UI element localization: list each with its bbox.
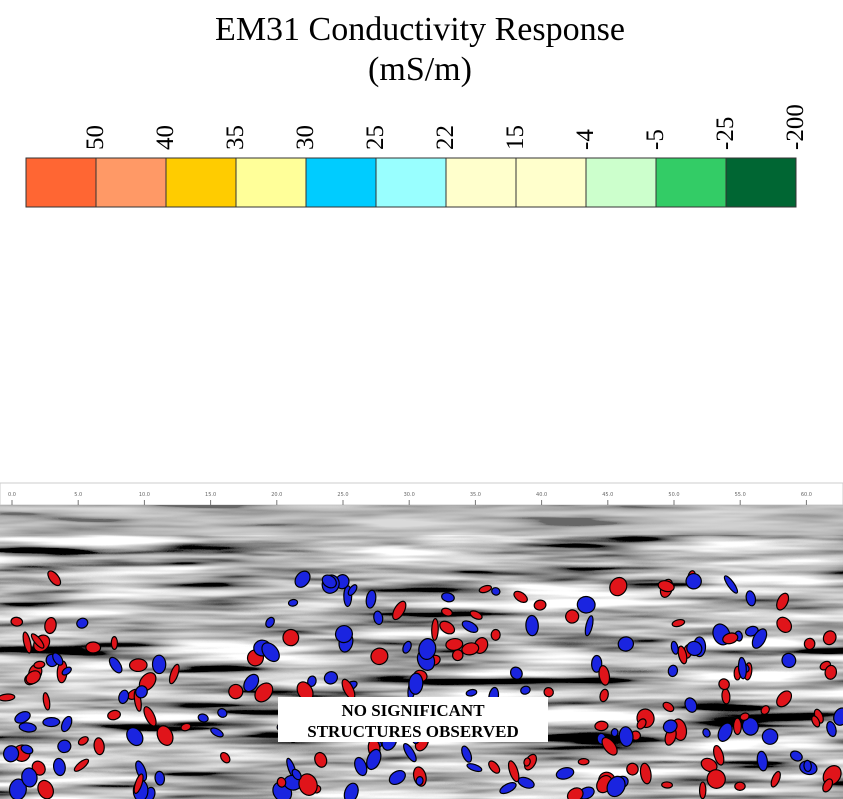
legend-swatch bbox=[446, 158, 516, 207]
radargram: NO SIGNIFICANT STRUCTURES OBSERVED 0.0 5.… bbox=[0, 483, 843, 799]
x-tick-label: 0.0 bbox=[8, 492, 16, 498]
legend-label: 50 bbox=[82, 125, 109, 150]
legend-swatch bbox=[96, 158, 166, 207]
x-tick-label: 5.0 bbox=[74, 492, 82, 498]
page: EM31 Conductivity Response (mS/m) 50 40 35… bbox=[0, 0, 843, 799]
anomaly bbox=[86, 642, 101, 653]
anomaly bbox=[431, 618, 438, 640]
legend-swatch bbox=[586, 158, 656, 207]
legend-label: 15 bbox=[502, 125, 529, 150]
x-tick-label: 40.0 bbox=[536, 492, 547, 498]
x-tick-label: 60.0 bbox=[801, 492, 812, 498]
annotation: STRUCTURES OBSERVED bbox=[307, 722, 519, 741]
title: (mS/m) bbox=[368, 51, 472, 88]
annotation: NO SIGNIFICANT bbox=[341, 701, 485, 720]
legend-swatch bbox=[376, 158, 446, 207]
legend-label: 25 bbox=[362, 125, 389, 150]
legend-label: 40 bbox=[152, 125, 179, 150]
anomaly bbox=[491, 629, 500, 640]
legend-swatch bbox=[26, 158, 96, 207]
legend-swatch bbox=[656, 158, 726, 207]
legend-label: 35 bbox=[222, 125, 249, 150]
x-tick-label: 30.0 bbox=[404, 492, 415, 498]
legend-label: 30 bbox=[292, 125, 319, 150]
anomaly bbox=[283, 629, 299, 646]
surface-band bbox=[0, 505, 843, 535]
legend-label: -4 bbox=[572, 129, 599, 150]
legend-swatch bbox=[236, 158, 306, 207]
x-tick-label: 25.0 bbox=[337, 492, 348, 498]
anomaly bbox=[734, 718, 742, 734]
x-tick-label: 15.0 bbox=[205, 492, 216, 498]
x-tick-label: 55.0 bbox=[735, 492, 746, 498]
anomaly bbox=[662, 782, 673, 789]
anomaly bbox=[43, 717, 60, 726]
anomaly bbox=[152, 655, 166, 674]
legend-swatch bbox=[166, 158, 236, 207]
x-tick-label: 20.0 bbox=[271, 492, 282, 498]
x-tick-label: 35.0 bbox=[470, 492, 481, 498]
anomaly bbox=[803, 760, 811, 772]
legend-label: -200 bbox=[782, 104, 809, 150]
legend-label: -25 bbox=[712, 117, 739, 150]
legend-label: 22 bbox=[432, 125, 459, 150]
anomaly bbox=[699, 782, 705, 799]
x-tick-label: 10.0 bbox=[139, 492, 150, 498]
x-tick-label: 45.0 bbox=[602, 492, 613, 498]
legend-label: -5 bbox=[642, 129, 669, 150]
legend-swatch bbox=[306, 158, 376, 207]
legend-swatch bbox=[516, 158, 586, 207]
anomaly bbox=[228, 684, 243, 699]
legend-swatch bbox=[726, 158, 796, 207]
anomaly bbox=[525, 615, 538, 636]
anomaly bbox=[416, 776, 424, 785]
anomaly bbox=[611, 728, 618, 737]
anomaly bbox=[111, 637, 117, 650]
x-tick-label: 50.0 bbox=[668, 492, 679, 498]
title: EM31 Conductivity Response bbox=[215, 11, 625, 48]
anomaly bbox=[129, 659, 147, 672]
anomaly bbox=[578, 759, 589, 765]
legend: 50 40 35 30 25 22 15 -4 -5 -25 -200 bbox=[26, 104, 809, 207]
anomaly bbox=[735, 782, 745, 790]
axis-strip bbox=[0, 483, 843, 505]
